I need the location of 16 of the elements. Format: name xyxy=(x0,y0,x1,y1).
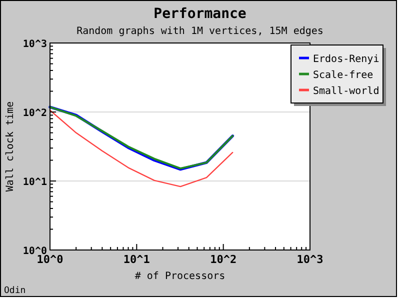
legend-label: Small-world xyxy=(313,86,380,97)
legend-label: Erdos-Renyi xyxy=(313,54,380,65)
line-series xyxy=(49,110,234,188)
chart-subtitle: Random graphs with 1M vertices, 15M edges xyxy=(76,26,324,37)
x-tick-label: 10^3 xyxy=(296,253,324,266)
chart-title: Performance xyxy=(154,6,246,22)
x-tick-label: 10^2 xyxy=(210,253,237,266)
x-tick-label: 10^0 xyxy=(36,253,64,266)
x-axis-title: # of Processors xyxy=(134,271,226,282)
text: Odin xyxy=(4,286,26,296)
y-tick-label: 10^1 xyxy=(22,177,47,188)
y-tick-label: 10^3 xyxy=(22,39,47,50)
y-axis-title: Wall clock time xyxy=(5,101,16,192)
y-tick-label: 10^2 xyxy=(22,108,47,119)
x-tick-label: 10^1 xyxy=(123,253,150,266)
legend-label: Scale-free xyxy=(313,70,374,81)
